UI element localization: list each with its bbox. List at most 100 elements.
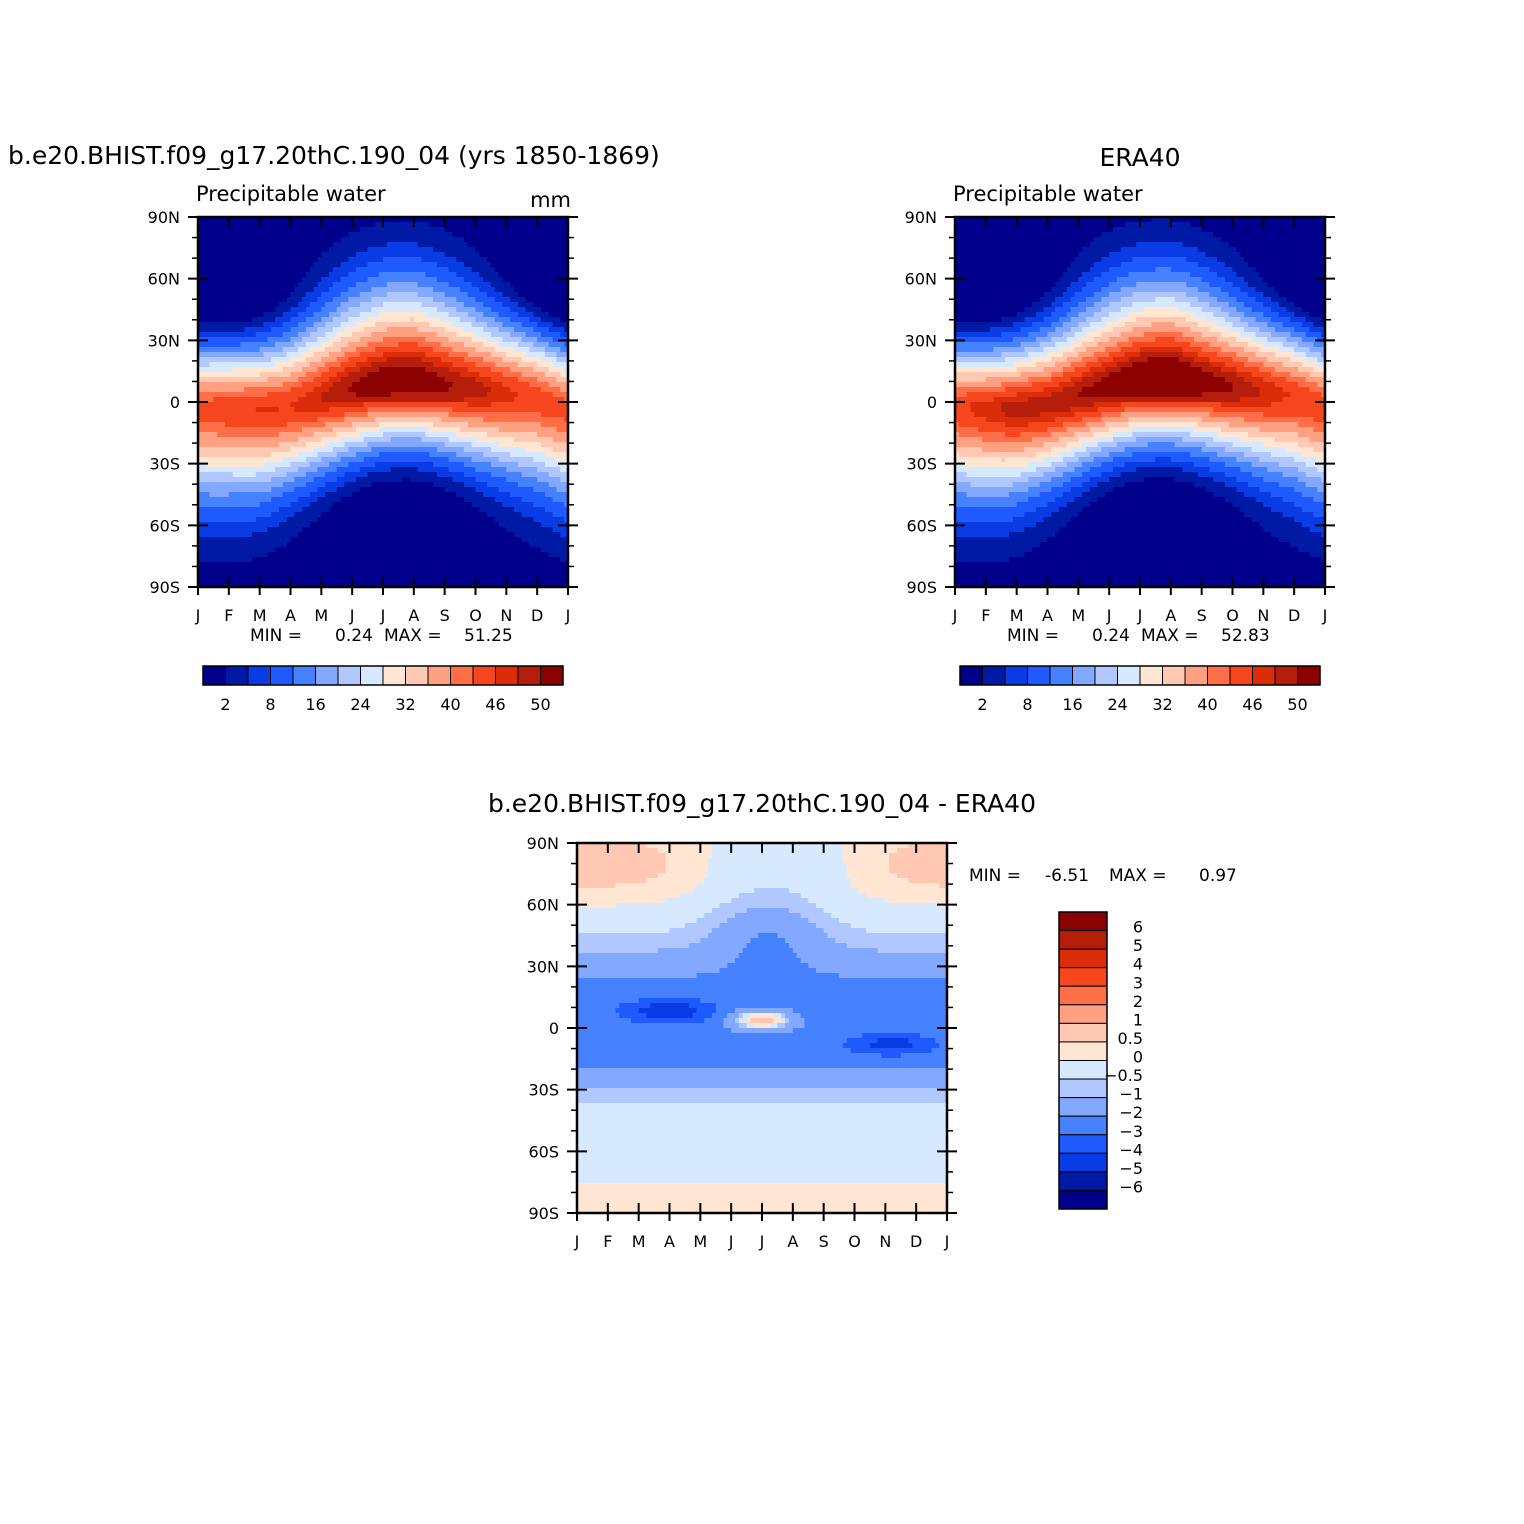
contour-cell: [421, 297, 426, 303]
contour-cell: [521, 342, 527, 348]
contour-cell: [517, 407, 523, 413]
contour-cell: [456, 317, 461, 323]
contour-cell: [267, 282, 272, 288]
contour-cell: [421, 317, 426, 323]
contour-cell: [452, 227, 457, 233]
contour-cell: [525, 427, 531, 433]
contour-cell: [251, 462, 257, 468]
contour-cell: [533, 372, 538, 378]
contour-cell: [498, 232, 504, 238]
contour-cell: [390, 402, 396, 408]
contour-cell: [433, 472, 438, 478]
contour-cell: [232, 237, 238, 243]
contour-cell: [352, 342, 357, 348]
contour-cell: [456, 367, 461, 373]
contour-cell: [232, 472, 238, 478]
contour-cell: [371, 452, 376, 458]
contour-cell: [483, 232, 488, 238]
contour-cell: [313, 342, 319, 348]
contour-cell: [298, 267, 303, 273]
contour-cell: [406, 227, 411, 233]
contour-cell: [259, 262, 265, 268]
contour-cell: [529, 247, 534, 253]
contour-cell: [452, 252, 457, 258]
contour-cell: [510, 462, 515, 468]
contour-cell: [224, 282, 230, 288]
contour-cell: [236, 217, 241, 223]
contour-cell: [321, 447, 326, 453]
contour-cell: [402, 312, 407, 318]
contour-cell: [544, 222, 550, 228]
contour-cell: [236, 352, 241, 358]
contour-cell: [564, 472, 569, 478]
contour-cell: [213, 367, 218, 373]
contour-cell: [209, 312, 215, 318]
contour-cell: [440, 277, 446, 283]
contour-cell: [529, 292, 534, 298]
contour-cell: [402, 367, 407, 373]
contour-cell: [251, 382, 257, 388]
contour-cell: [205, 307, 211, 313]
contour-cell: [367, 432, 373, 438]
contour-cell: [525, 452, 531, 458]
contour-cell: [463, 347, 469, 353]
contour-cell: [348, 392, 353, 398]
contour-cell: [483, 387, 488, 393]
contour-cell: [467, 402, 473, 408]
contour-cell: [475, 387, 480, 393]
contour-cell: [386, 367, 392, 373]
contour-cell: [514, 252, 519, 258]
contour-cell: [440, 242, 446, 248]
contour-cell: [521, 372, 527, 378]
contour-cell: [514, 327, 519, 333]
contour-cell: [409, 407, 415, 413]
contour-cell: [278, 427, 284, 433]
contour-cell: [321, 422, 326, 428]
contour-cell: [498, 342, 504, 348]
contour-cell: [490, 402, 496, 408]
contour-cell: [521, 322, 527, 328]
contour-cell: [548, 307, 554, 313]
contour-cell: [325, 447, 330, 453]
contour-cell: [514, 312, 519, 318]
contour-cell: [521, 247, 527, 253]
contour-cell: [506, 362, 511, 368]
contour-cell: [448, 382, 453, 388]
contour-cell: [221, 387, 226, 393]
contour-cell: [467, 362, 473, 368]
contour-cell: [278, 297, 284, 303]
contour-cell: [394, 307, 400, 313]
contour-cell: [240, 222, 245, 228]
contour-cell: [483, 422, 488, 428]
contour-cell: [406, 352, 411, 358]
contour-cell: [406, 272, 411, 278]
contour-cell: [371, 272, 376, 278]
contour-cell: [383, 312, 388, 318]
contour-cell: [433, 437, 438, 443]
contour-cell: [506, 442, 511, 448]
contour-cell: [286, 217, 292, 223]
contour-cell: [367, 397, 373, 403]
contour-cell: [452, 422, 457, 428]
contour-cell: [228, 457, 234, 463]
contour-cell: [456, 227, 461, 233]
contour-cell: [544, 437, 550, 443]
contour-cell: [514, 277, 519, 283]
contour-cell: [275, 447, 280, 453]
contour-cell: [348, 462, 353, 468]
contour-cell: [359, 312, 365, 318]
contour-cell: [467, 302, 473, 308]
contour-cell: [282, 322, 288, 328]
contour-cell: [290, 442, 295, 448]
contour-cell: [259, 432, 265, 438]
contour-cell: [560, 457, 565, 463]
contour-cell: [359, 472, 365, 478]
contour-cell: [317, 387, 322, 393]
contour-cell: [398, 337, 403, 343]
contour-cell: [255, 332, 261, 338]
contour-cell: [267, 337, 272, 343]
contour-cell: [344, 287, 349, 293]
contour-cell: [475, 407, 480, 413]
contour-cell: [498, 312, 504, 318]
contour-cell: [294, 332, 299, 338]
